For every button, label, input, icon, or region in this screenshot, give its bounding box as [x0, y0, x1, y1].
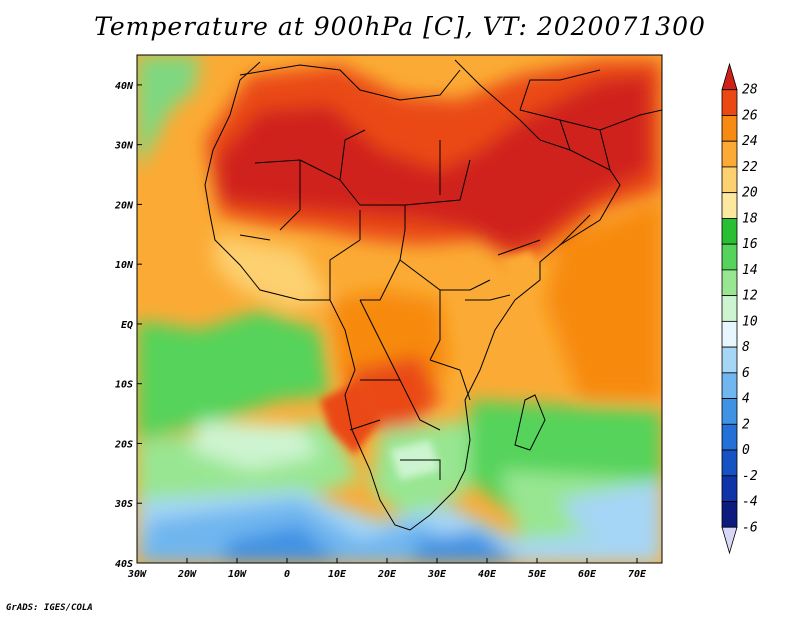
colorbar-swatch: [721, 475, 738, 502]
lon-tick-label: 30W: [127, 569, 147, 580]
grads-credit: GrADS: IGES/COLA: [6, 603, 93, 613]
colorbar-label: 8: [742, 340, 750, 355]
lon-tick-label: 10E: [328, 569, 347, 580]
lon-tick-label: 30E: [427, 569, 447, 580]
lon-tick-label: 10W: [228, 569, 247, 580]
colorbar-swatch: [721, 320, 738, 348]
colorbar-swatch: [721, 218, 738, 245]
colorbar-swatch: [721, 269, 738, 297]
lat-tick-label: 10S: [115, 380, 133, 391]
colorbar-label: 18: [742, 211, 758, 226]
colorbar-label: 20: [742, 186, 758, 201]
lat-tick-label: 20N: [114, 200, 134, 211]
colorbar-label: -6: [742, 520, 758, 535]
map-title: Temperature at 900hPa [C], VT: 202007130…: [94, 12, 706, 41]
colorbar-label: 24: [742, 134, 758, 149]
colorbar-swatch: [721, 423, 738, 451]
colorbar-swatch: [721, 398, 738, 425]
lat-tick-label: 40S: [115, 559, 133, 570]
lat-tick-label: 30S: [114, 499, 133, 510]
lat-tick-label: 10N: [115, 260, 134, 271]
lon-tick-label: 70E: [628, 569, 647, 580]
colorbar-label: 2: [742, 417, 750, 432]
colorbar-swatch: [721, 166, 738, 194]
colorbar-label: 12: [742, 289, 758, 304]
lat-tick-label: EQ: [121, 320, 133, 331]
lat-tick-label: 20S: [114, 439, 133, 450]
colorbar-swatch: [721, 295, 738, 322]
colorbar-top-triangle: [721, 62, 738, 91]
colorbar-swatch: [721, 449, 738, 477]
colorbar-label: 14: [742, 263, 758, 278]
lon-tick-label: 20E: [377, 569, 397, 580]
colorbar-label: -4: [742, 495, 758, 510]
temperature-field: [137, 55, 662, 563]
map-frame: [136, 54, 663, 564]
colorbar-label: 28: [742, 83, 758, 98]
colorbar-label: 4: [742, 392, 750, 407]
colorbar-swatch: [721, 89, 738, 116]
colorbar-swatch: [721, 192, 738, 219]
lon-tick-label: 0: [284, 569, 290, 580]
colorbar-swatch: [721, 346, 738, 374]
colorbar-swatch: [721, 501, 738, 528]
colorbar-swatch: [721, 115, 738, 142]
colorbar-swatch: [721, 140, 738, 168]
colorbar-swatch: [721, 372, 738, 399]
lon-tick-label: 50E: [528, 569, 547, 580]
latitude-axis: 40N 30N 20N 10N EQ 10S 20S 30S 40S: [114, 81, 142, 570]
colorbar-label: 22: [742, 160, 758, 175]
colorbar-label: 0: [742, 443, 750, 458]
longitude-axis: 30W 20W 10W 0 10E 20E 30E 40E 50E 60E 70E: [127, 558, 647, 580]
lon-tick-label: 40E: [478, 569, 497, 580]
colorbar-swatch: [721, 243, 738, 271]
lat-tick-label: 30N: [114, 141, 134, 152]
colorbar-label: 10: [742, 314, 758, 329]
colorbar-label: -2: [742, 469, 758, 484]
colorbar-label: 6: [742, 366, 750, 381]
lon-tick-label: 20W: [177, 569, 197, 580]
lon-tick-label: 60E: [578, 569, 597, 580]
lat-tick-label: 40N: [115, 81, 134, 92]
colorbar-bottom-triangle: [721, 526, 738, 555]
colorbar-label: 16: [742, 237, 758, 252]
colorbar-label: 26: [742, 108, 758, 123]
coastlines: [204, 59, 662, 531]
